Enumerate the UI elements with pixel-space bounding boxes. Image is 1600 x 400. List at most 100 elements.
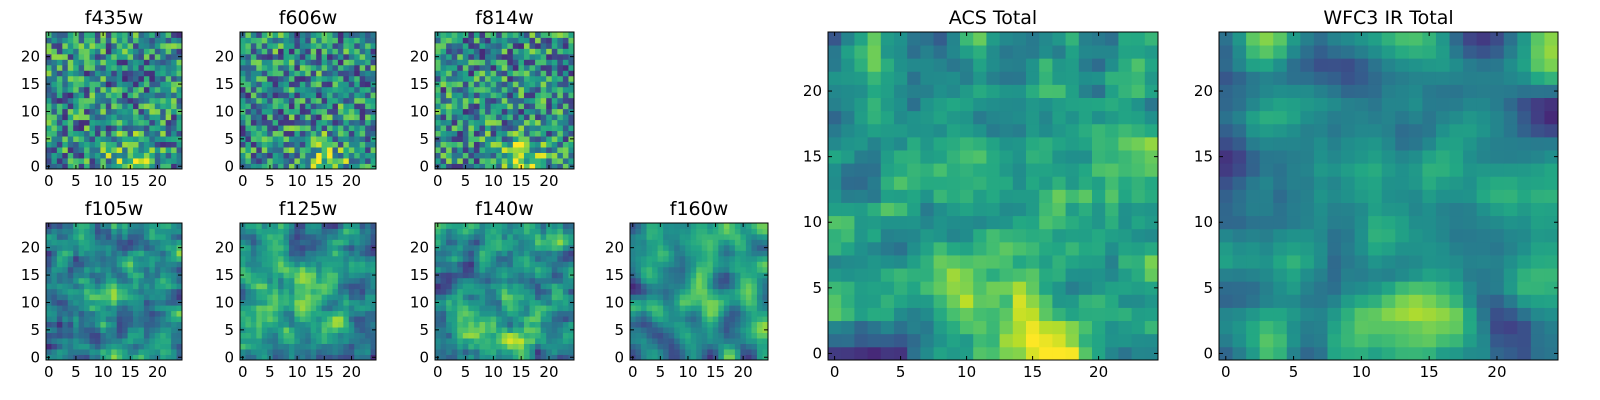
heatmap-cell xyxy=(701,283,708,290)
heatmap-cell xyxy=(535,141,542,148)
heatmap-cell xyxy=(701,288,708,295)
heatmap-cell xyxy=(122,255,128,262)
heatmap-cell xyxy=(507,119,514,126)
heatmap-cell xyxy=(84,277,90,284)
heatmap-cell xyxy=(496,97,503,104)
heatmap-cell xyxy=(473,349,480,355)
heatmap-cell xyxy=(718,255,725,262)
heatmap-cell xyxy=(133,349,139,355)
heatmap-cell xyxy=(133,354,139,361)
heatmap-cell xyxy=(641,233,647,240)
heatmap-cell xyxy=(105,53,112,60)
heatmap-cell xyxy=(56,147,63,153)
heatmap-cell xyxy=(143,228,150,235)
heatmap-cell xyxy=(73,261,80,268)
heatmap-cell xyxy=(272,130,279,137)
heatmap-cell xyxy=(696,272,703,279)
heatmap-cell xyxy=(310,354,317,361)
heatmap-cell xyxy=(288,288,295,295)
heatmap-cell xyxy=(337,354,344,361)
heatmap-cell xyxy=(316,158,322,164)
heatmap-cell xyxy=(756,299,763,306)
heatmap-cell xyxy=(354,223,361,229)
heatmap-cell xyxy=(332,277,339,284)
heatmap-cell xyxy=(1118,255,1132,269)
heatmap-cell xyxy=(756,266,763,273)
heatmap-cell xyxy=(751,299,758,306)
heatmap-cell xyxy=(56,321,63,328)
heatmap-cell xyxy=(690,250,697,257)
heatmap-cell xyxy=(535,103,542,110)
heatmap-cell xyxy=(479,266,486,273)
heatmap-cell xyxy=(51,272,58,279)
heatmap-cell xyxy=(94,64,101,71)
heatmap-cell xyxy=(105,354,112,361)
heatmap-cell xyxy=(1078,176,1093,190)
heatmap-cell xyxy=(370,114,377,121)
heatmap-cell xyxy=(46,64,52,71)
heatmap-cell xyxy=(440,136,447,142)
heatmap-cell xyxy=(668,228,675,235)
heatmap-cell xyxy=(165,130,172,137)
heatmap-cell xyxy=(440,59,447,66)
heatmap-cell xyxy=(485,349,491,355)
heatmap-cell xyxy=(501,152,508,159)
heatmap-cell xyxy=(1026,294,1040,308)
heatmap-cell xyxy=(451,244,458,251)
heatmap-cell xyxy=(138,97,145,104)
heatmap-cell xyxy=(343,283,350,290)
heatmap-cell xyxy=(278,37,284,44)
heatmap-cell xyxy=(84,321,90,328)
heatmap-cell xyxy=(490,136,497,142)
heatmap-cell xyxy=(756,223,763,229)
heatmap-cell xyxy=(933,189,948,203)
heatmap-cell xyxy=(557,349,564,355)
heatmap-cell xyxy=(690,349,697,355)
heatmap-cell xyxy=(73,338,80,344)
x-tick-label: 5 xyxy=(656,363,666,381)
heatmap-cell xyxy=(84,305,90,312)
heatmap-cell xyxy=(679,233,686,240)
heatmap-cell xyxy=(94,250,101,257)
heatmap-cell xyxy=(641,305,647,312)
heatmap-cell xyxy=(67,158,74,164)
heatmap-cell xyxy=(165,299,172,306)
heatmap-cell xyxy=(354,32,361,38)
heatmap-cell xyxy=(468,152,475,159)
heatmap-cell xyxy=(133,228,139,235)
heatmap-cell xyxy=(171,223,177,229)
heatmap-cell xyxy=(278,316,284,323)
heatmap-cell xyxy=(250,114,257,121)
heatmap-cell xyxy=(343,250,350,257)
heatmap-cell xyxy=(116,103,123,110)
heatmap-cell xyxy=(535,163,542,170)
heatmap-cell xyxy=(468,277,475,284)
heatmap-cell xyxy=(122,32,128,38)
heatmap-cell xyxy=(278,108,284,115)
heatmap-cell xyxy=(138,233,145,240)
heatmap-cell xyxy=(56,288,63,295)
heatmap-cell xyxy=(294,97,301,104)
heatmap-cell xyxy=(1012,241,1027,256)
heatmap-cell xyxy=(348,277,355,284)
heatmap-cell xyxy=(1026,163,1040,177)
heatmap-cell xyxy=(540,239,547,246)
heatmap-cell xyxy=(468,59,475,66)
heatmap-cell xyxy=(154,70,161,77)
heatmap-cell xyxy=(986,307,1000,322)
heatmap-cell xyxy=(462,75,469,82)
heatmap-cell xyxy=(485,327,491,333)
heatmap-cell xyxy=(468,97,475,104)
heatmap-cell xyxy=(490,327,497,333)
heatmap-cell xyxy=(696,288,703,295)
heatmap-cell xyxy=(56,136,63,142)
heatmap-cell xyxy=(551,327,558,333)
heatmap-cell xyxy=(138,147,145,153)
heatmap-cell xyxy=(973,202,987,217)
heatmap-cell xyxy=(529,70,536,77)
heatmap-cell xyxy=(294,37,301,44)
heatmap-cell xyxy=(1144,163,1159,177)
heatmap-cell xyxy=(143,321,150,328)
heatmap-cell xyxy=(267,310,274,317)
heatmap-cell xyxy=(674,288,681,295)
